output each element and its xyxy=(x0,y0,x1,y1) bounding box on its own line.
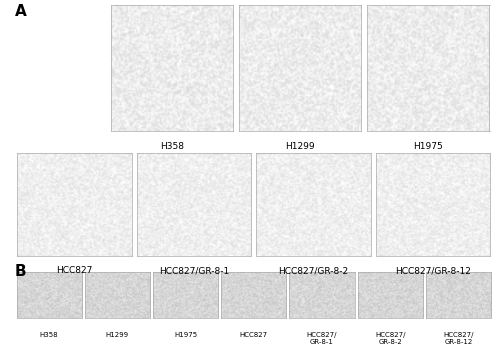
Text: A: A xyxy=(15,4,27,18)
Text: H1299: H1299 xyxy=(285,142,315,151)
Text: HCC827/
GR-8-1: HCC827/ GR-8-1 xyxy=(306,332,337,345)
Text: H1975: H1975 xyxy=(174,332,197,338)
Text: H358: H358 xyxy=(160,142,184,151)
Text: HCC827/
GR-8-2: HCC827/ GR-8-2 xyxy=(375,332,406,345)
Text: H358: H358 xyxy=(40,332,58,338)
Text: HCC827: HCC827 xyxy=(56,266,93,275)
Text: HCC827/
GR-8-12: HCC827/ GR-8-12 xyxy=(443,332,474,345)
Text: B: B xyxy=(15,264,26,279)
Text: HCC827: HCC827 xyxy=(240,332,268,338)
Text: HCC827/GR-8-12: HCC827/GR-8-12 xyxy=(395,266,471,275)
Text: H1975: H1975 xyxy=(414,142,443,151)
Text: HCC827/GR-8-1: HCC827/GR-8-1 xyxy=(159,266,229,275)
Text: H1299: H1299 xyxy=(106,332,129,338)
Text: HCC827/GR-8-2: HCC827/GR-8-2 xyxy=(278,266,348,275)
